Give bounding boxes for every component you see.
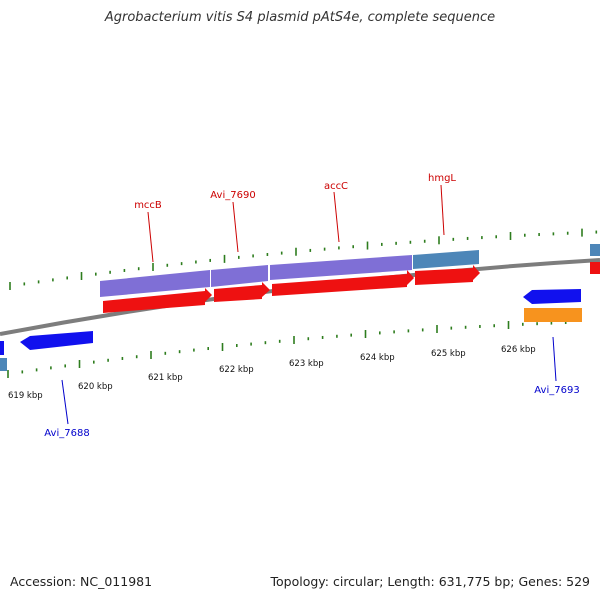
cds-accc[interactable]	[272, 270, 414, 296]
gene-label-avi-7688[interactable]: Avi_7688	[44, 428, 89, 439]
reverse-gene-labels: Avi_7688 Avi_7693	[44, 336, 580, 439]
cds-right-edge[interactable]	[590, 262, 600, 274]
forward-gene-labels: mccB Avi_7690 accC hmgL	[134, 173, 456, 263]
gene-accc[interactable]	[270, 255, 412, 280]
gene-label-avi-7690[interactable]: Avi_7690	[210, 190, 255, 201]
label-leader	[333, 191, 340, 243]
gene-label-avi-7693[interactable]: Avi_7693	[534, 385, 579, 396]
ruler-label: 626 kbp	[501, 345, 536, 355]
ruler-label: 624 kbp	[360, 353, 395, 363]
accession-label: Accession: NC_011981	[10, 574, 153, 589]
cds-avi-7690[interactable]	[214, 282, 270, 302]
ruler-label: 621 kbp	[148, 373, 183, 383]
gene-hmgl[interactable]	[413, 250, 479, 269]
gene-avi-7688[interactable]	[20, 331, 93, 350]
ruler-label: 625 kbp	[431, 349, 466, 359]
label-leader	[61, 379, 69, 425]
gene-avi-7693[interactable]	[523, 289, 581, 304]
gene-mccb[interactable]	[100, 270, 210, 297]
gene-label-mccb[interactable]: mccB	[134, 200, 162, 211]
gene-left-edge-1[interactable]	[0, 341, 4, 355]
cds-hmgl[interactable]	[415, 265, 480, 285]
sequence-summary: Topology: circular; Length: 631,775 bp; …	[270, 574, 591, 589]
forward-tick-track	[9, 228, 598, 290]
ruler-labels: 619 kbp 620 kbp 621 kbp 622 kbp 623 kbp …	[8, 345, 536, 401]
label-leader	[552, 336, 557, 382]
gene-right-edge[interactable]	[590, 244, 600, 256]
gene-label-hmgl[interactable]: hmgL	[428, 173, 456, 184]
ruler-label: 622 kbp	[219, 365, 254, 375]
label-leader	[232, 201, 239, 253]
ruler-label: 623 kbp	[289, 359, 324, 369]
label-leader	[440, 184, 445, 236]
reverse-tick-track	[7, 321, 567, 378]
cds-mccb[interactable]	[103, 288, 212, 313]
ruler-label: 619 kbp	[8, 391, 43, 401]
gene-left-edge-2[interactable]	[0, 358, 7, 371]
label-leader	[147, 211, 154, 263]
map-title: Agrobacterium vitis S4 plasmid pAtS4e, c…	[104, 10, 496, 25]
gene-avi-7690[interactable]	[211, 265, 268, 287]
ruler-label: 620 kbp	[78, 382, 113, 392]
gene-orange-feature[interactable]	[524, 308, 582, 322]
gene-label-accc[interactable]: accC	[324, 181, 348, 192]
